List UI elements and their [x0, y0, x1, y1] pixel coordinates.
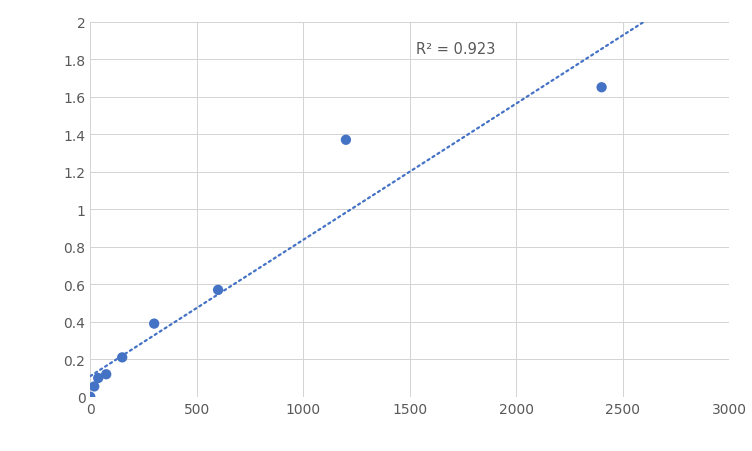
Point: [340, 137, 352, 144]
Point: [100, 371, 112, 378]
Point: [92, 374, 105, 382]
Point: [116, 354, 128, 361]
Text: R² = 0.923: R² = 0.923: [417, 42, 496, 57]
Point: [84, 393, 96, 400]
Point: [148, 320, 160, 327]
Point: [88, 383, 100, 390]
Point: [212, 286, 224, 294]
Point: [596, 84, 608, 92]
